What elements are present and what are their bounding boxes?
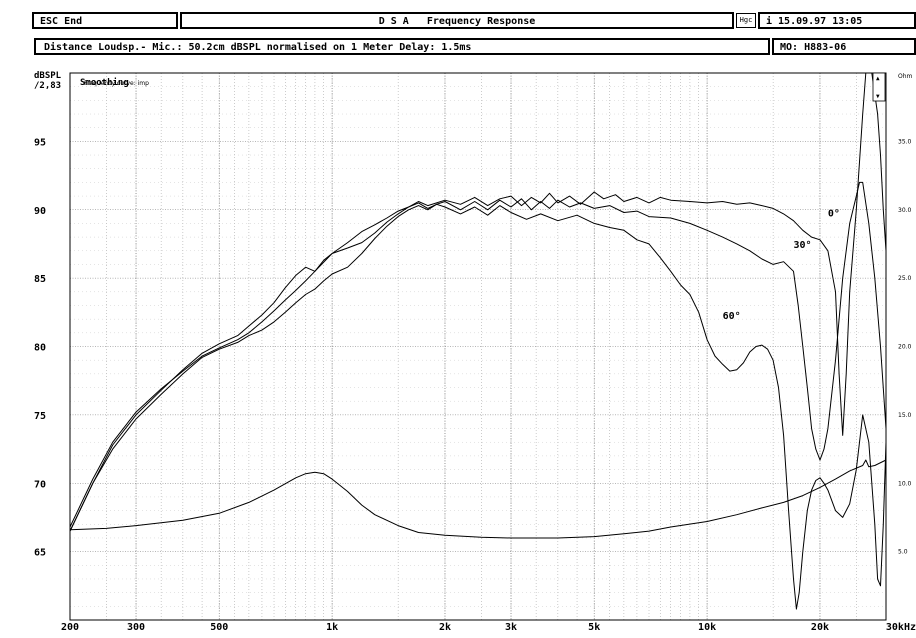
y2-tick-label: 20.0 [898,344,912,351]
y2-tick-label: 5.0 [898,549,908,556]
model-box[interactable]: MO: H883-06 [772,38,916,55]
hgc-label: Hgc [739,16,753,24]
curve-annotation: 0° [828,209,840,220]
date-label: i 15.09.97 13:05 [766,16,863,27]
labels-layer: 200 300 500 1k 2k 3k 5k 10k 20k 30kHz 95 90 85 80 75 70… [34,137,916,633]
y2-tick-label: 10.0 [898,480,912,487]
series-line-3 [69,203,887,610]
y2-axis-label: Ohm [898,73,913,80]
y-tick-label: 80 [34,343,46,354]
smoothing-label: Smoothing [80,77,129,88]
x-tick-label: 30kHz [886,622,916,633]
y-tick-label: 95 [34,137,46,148]
curve-annotation: 60° [723,311,741,322]
window-title: D S A Frequency Response [378,16,536,27]
x-tick-label: 3k [505,622,517,633]
esc-end-button[interactable]: ESC End [32,12,178,29]
x-tick-label: 2k [439,622,451,633]
window-title-box: D S A Frequency Response [180,12,734,29]
x-tick-label: 200 [61,622,79,633]
y2-tick-label: 30.0 [898,207,912,214]
x-tick-label: 10k [698,622,716,633]
hgc-button[interactable]: Hgc [736,13,756,28]
y-top-readout: /2,83 [34,81,61,91]
legend-text: Frequency curve: imp [84,80,149,87]
scroll-up-icon[interactable]: ▲ [876,75,880,82]
y2-tick-label: 25.0 [898,275,912,282]
distance-info-box: Distance Loudsp.- Mic.: 50.2cm dBSPL nor… [34,38,770,55]
series-layer [69,72,887,610]
x-tick-label: 500 [210,622,228,633]
distance-info: Distance Loudsp.- Mic.: 50.2cm dBSPL nor… [44,42,472,53]
x-tick-label: 300 [127,622,145,633]
x-tick-label: 5k [588,622,600,633]
plot-frame [69,72,887,621]
series-line-1 [69,72,887,532]
series-line-4 [69,459,887,539]
model-label: MO: H883-06 [780,42,847,53]
y-axis-label: dBSPL [34,71,62,81]
date-box: i 15.09.97 13:05 [758,12,916,29]
y2-tick-label: 35.0 [898,138,912,145]
esc-end-label: ESC End [40,16,83,27]
y-tick-label: 70 [34,479,46,490]
y-tick-label: 75 [34,411,46,422]
scroll-down-icon[interactable]: ▼ [876,93,880,100]
y-tick-label: 90 [34,206,46,217]
x-tick-label: 20k [811,622,829,633]
scroll-thumb[interactable] [872,72,886,102]
y2-tick-label: 15.0 [898,412,912,419]
y-tick-label: 85 [34,274,46,285]
x-tick-label: 1k [326,622,338,633]
curve-annotation: 30° [794,240,812,251]
y-tick-label: 65 [34,548,46,559]
series-line-2 [69,181,887,528]
